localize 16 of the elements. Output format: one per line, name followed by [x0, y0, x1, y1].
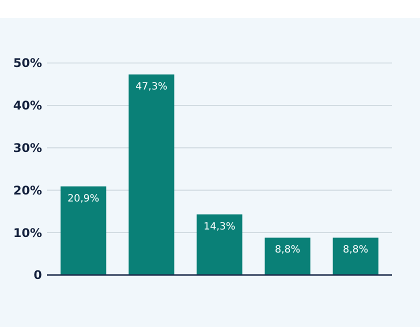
- y-tick-label: 20%: [13, 183, 42, 198]
- y-tick-label: 40%: [13, 98, 42, 113]
- y-tick-label: 30%: [13, 141, 42, 155]
- y-tick-label: 50%: [13, 56, 42, 70]
- y-tick-label: 0: [34, 268, 42, 282]
- data-label: 20,9%: [68, 193, 100, 204]
- data-label: 47,3%: [136, 81, 168, 92]
- data-label: 14,3%: [204, 221, 236, 232]
- y-tick-label: 10%: [13, 226, 42, 240]
- bar: [264, 238, 310, 275]
- bar: [128, 74, 174, 275]
- data-label: 8,8%: [342, 244, 368, 256]
- bar: [332, 238, 378, 275]
- data-label: 8,8%: [274, 244, 300, 256]
- bar: [196, 214, 242, 275]
- bar: [60, 186, 106, 275]
